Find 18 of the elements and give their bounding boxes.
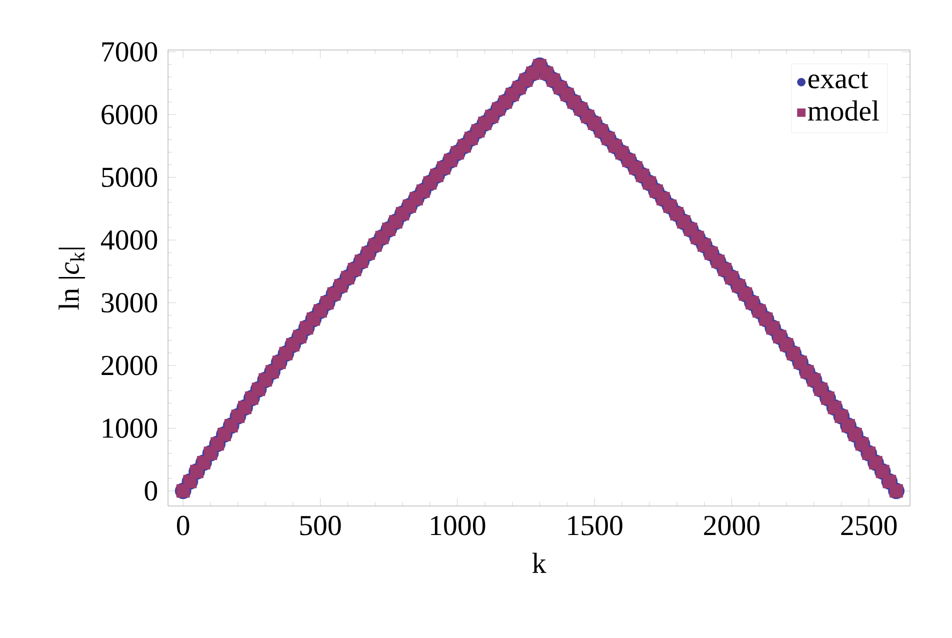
y-axis-title: ln |c$_{k}$| [58, 248, 85, 310]
y-tick-label: 2000 [102, 356, 158, 376]
x-tick-label: 2000 [704, 516, 760, 536]
legend-label: exact [808, 72, 868, 88]
y-tick-label: 4000 [100, 230, 158, 250]
y-tick-label: 7000 [102, 42, 158, 62]
legend-label: model [808, 100, 879, 121]
x-tick-label: 1000 [431, 516, 486, 536]
y-tick-label: 0 [144, 481, 158, 501]
x-tick-label: 1500 [568, 516, 622, 536]
y-tick-label: 5000 [102, 168, 158, 188]
y-tick-label: 3000 [102, 293, 158, 313]
y-tick-label: 1000 [102, 418, 158, 438]
x-axis-title: k [532, 552, 546, 573]
x-tick-label: 500 [300, 516, 341, 536]
y-tick-label: 6000 [102, 104, 158, 124]
x-tick-label: 0 [176, 516, 190, 536]
x-tick-label: 2500 [841, 516, 897, 536]
